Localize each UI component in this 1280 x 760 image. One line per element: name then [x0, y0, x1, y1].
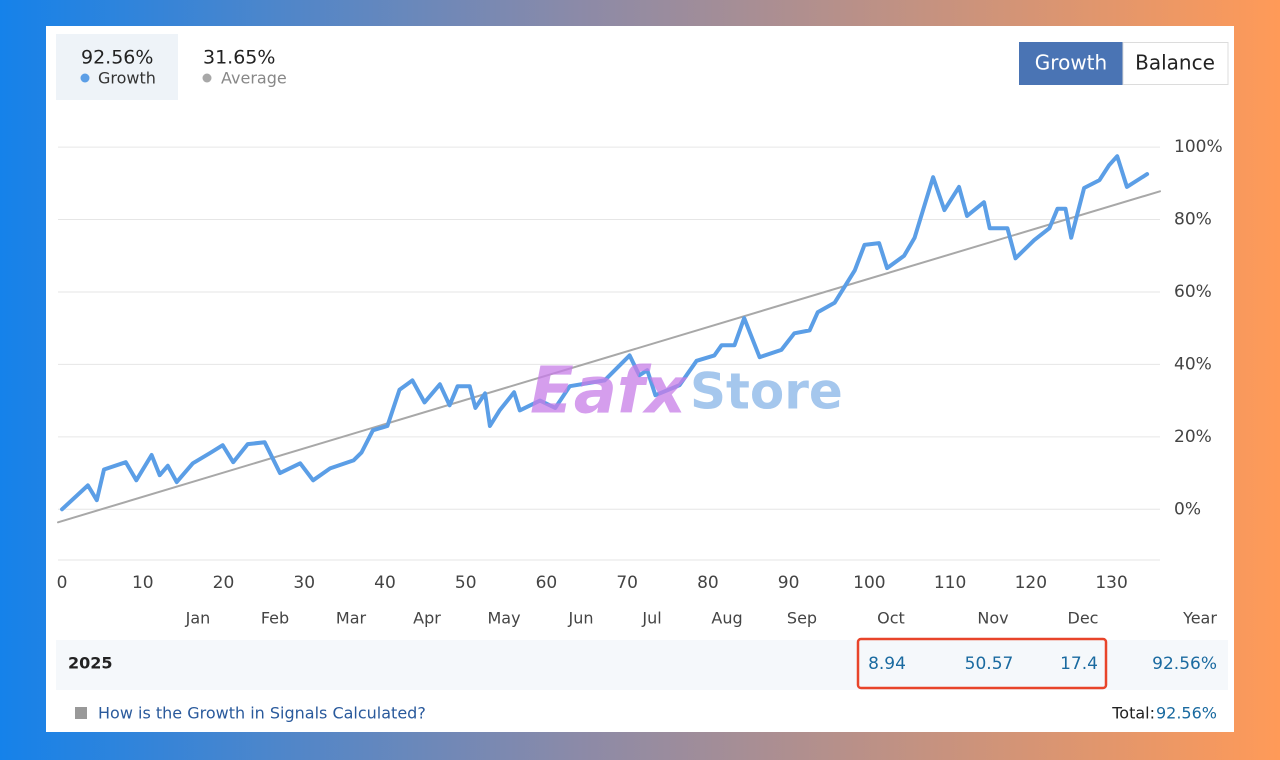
x-tick-label: 70	[616, 573, 638, 593]
button-label[interactable]: Growth	[1035, 51, 1107, 75]
balance-button[interactable]	[1122, 42, 1229, 85]
column-header: Nov	[977, 609, 1008, 628]
x-tick-label: 60	[536, 573, 558, 593]
growth-button[interactable]	[1019, 42, 1123, 85]
y-tick-label: 60%	[1174, 282, 1212, 302]
column-header: May	[487, 609, 520, 628]
cell-value: 8.94	[868, 654, 906, 674]
x-tick-label: 30	[293, 573, 315, 593]
column-header: Year	[1182, 609, 1217, 628]
highlight-box	[856, 637, 1108, 690]
total-value: 92.56%	[1156, 704, 1217, 723]
column-header: Jun	[568, 609, 594, 628]
x-tick-label: 10	[132, 573, 154, 593]
x-tick-label: 40	[374, 573, 396, 593]
x-tick-label: 20	[213, 573, 235, 593]
x-tick-label: 120	[1015, 573, 1047, 593]
column-header: Feb	[261, 609, 289, 628]
plot: 0% 20% 40% 60% 80% 100% 0 10 20 30 40 50 60 70 80 90 100…	[57, 137, 1223, 593]
growth-legend: Growth	[98, 69, 156, 88]
x-tick-label: 110	[934, 573, 966, 593]
y-tick-label: 80%	[1174, 210, 1212, 230]
legend-dot	[80, 73, 90, 83]
cell-value: 17.4	[1060, 654, 1098, 674]
table: Jan Feb Mar Apr May Jun Jul Aug Sep Oct Nov Dec Year…	[185, 609, 1218, 675]
cell-value: 50.57	[965, 654, 1014, 674]
average-line	[57, 190, 1161, 524]
table-row	[56, 640, 1228, 690]
x-tick-label: 90	[778, 573, 800, 593]
column-header: Aug	[711, 609, 742, 628]
active-tab[interactable]	[56, 34, 178, 100]
watermark: Eafx	[530, 355, 688, 429]
y-tick-label: 20%	[1174, 427, 1212, 447]
help-link[interactable]: How is the Growth in Signals Calculated?	[98, 704, 426, 723]
column-header: Jan	[185, 609, 211, 628]
legend-dot	[202, 73, 212, 83]
x-tick-label: 130	[1095, 573, 1127, 593]
help-icon	[75, 707, 87, 719]
x-tick-label: 50	[455, 573, 477, 593]
button-label[interactable]: Balance	[1135, 51, 1215, 75]
average-legend[interactable]: Average	[221, 69, 287, 88]
column-header: Dec	[1068, 609, 1099, 628]
x-tick-label: 0	[57, 573, 68, 593]
row-year: 2025	[68, 654, 113, 673]
column-header: Jul	[641, 609, 661, 628]
x-tick-label: 80	[697, 573, 719, 593]
card	[46, 26, 1234, 732]
total-label: Total:	[1111, 704, 1155, 723]
x-tick-label: 100	[853, 573, 885, 593]
average-value[interactable]: 31.65%	[203, 47, 275, 69]
growth-line	[60, 154, 1150, 512]
column-header: Mar	[336, 609, 367, 628]
y-tick-label: 100%	[1174, 137, 1223, 157]
growth-value: 92.56%	[81, 47, 153, 69]
y-tick-label: 40%	[1174, 354, 1212, 374]
column-header: Sep	[787, 609, 817, 628]
y-tick-label: 0%	[1174, 499, 1201, 519]
column-header: Oct	[877, 609, 905, 628]
column-header: Apr	[413, 609, 441, 628]
watermark: Store	[690, 363, 843, 421]
row-total: 92.56%	[1152, 654, 1217, 674]
